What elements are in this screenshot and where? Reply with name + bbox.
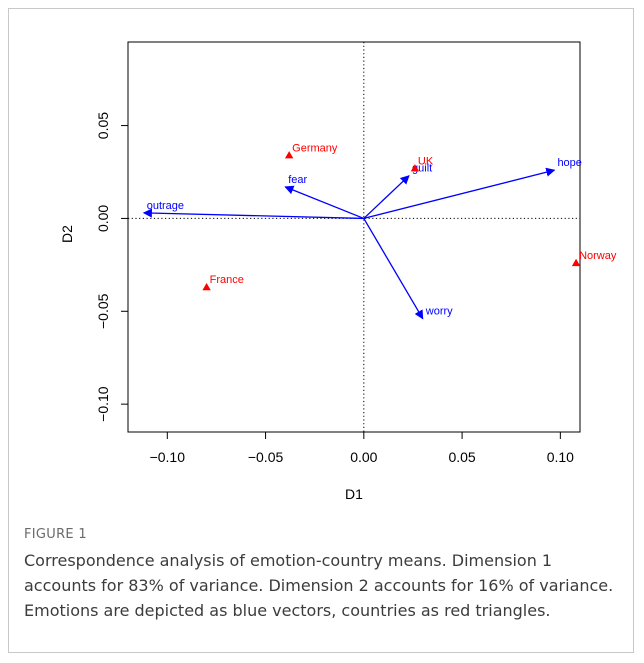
x-tick-label: 0.05 — [448, 449, 475, 465]
figure-frame — [8, 8, 634, 653]
y-tick-label: 0.05 — [95, 112, 111, 139]
country-label-Norway: Norway — [579, 250, 617, 262]
y-tick-label: −0.10 — [95, 386, 111, 422]
figure-label: FIGURE 1 — [24, 527, 87, 542]
figure-caption: FIGURE 1 Correspondence analysis of emot… — [24, 527, 614, 623]
y-tick-label: −0.05 — [95, 293, 111, 329]
x-axis-title: D1 — [345, 486, 363, 502]
emotion-label-outrage: outrage — [147, 200, 184, 212]
emotion-vector-fear — [284, 185, 365, 220]
emotion-vector-guilt — [363, 175, 410, 219]
figure-caption-text: Correspondence analysis of emotion-count… — [24, 551, 614, 620]
country-label-France: France — [210, 274, 244, 286]
country-label-UK: UK — [418, 155, 434, 167]
x-tick-label: 0.00 — [350, 449, 377, 465]
emotion-label-worry: worry — [425, 306, 453, 318]
y-axis-title: D2 — [59, 225, 75, 243]
emotion-vector-worry — [363, 218, 424, 320]
country-marker-France — [202, 282, 211, 291]
emotion-label-guilt: guilt — [412, 163, 432, 175]
emotion-vector-outrage — [142, 208, 364, 220]
country-marker-Norway — [571, 258, 581, 267]
country-marker-Germany — [284, 151, 294, 159]
emotion-label-hope: hope — [557, 157, 581, 169]
country-marker-UK — [410, 164, 420, 172]
emotion-label-fear: fear — [288, 174, 307, 186]
x-tick-label: −0.05 — [248, 449, 284, 465]
y-tick-label: 0.00 — [95, 205, 111, 232]
x-tick-label: −0.10 — [150, 449, 186, 465]
correspondence-plot: −0.10 −0.05 0.00 0.05 0.10 −0.10 −0.05 0.00 0.05… — [59, 41, 617, 502]
emotion-vector-hope — [363, 167, 556, 220]
plot-box — [127, 41, 581, 433]
country-label-Germany: Germany — [292, 142, 338, 154]
x-tick-label: 0.10 — [547, 449, 574, 465]
